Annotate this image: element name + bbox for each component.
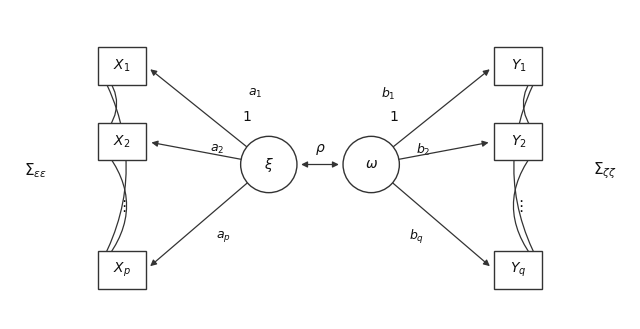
Text: $\Sigma_{\varepsilon\varepsilon}$: $\Sigma_{\varepsilon\varepsilon}$ (24, 162, 47, 180)
Ellipse shape (343, 136, 399, 193)
Text: $Y_{2}$: $Y_{2}$ (511, 133, 526, 150)
Text: $b_{1}$: $b_{1}$ (381, 86, 395, 102)
Text: $a_{p}$: $a_{p}$ (216, 229, 231, 244)
Bar (495, 47, 543, 85)
Text: $Y_{q}$: $Y_{q}$ (510, 261, 527, 279)
Text: $\omega$: $\omega$ (365, 158, 378, 171)
Text: $\vdots$: $\vdots$ (513, 198, 524, 214)
Text: 1: 1 (242, 110, 251, 124)
Bar (97, 123, 145, 161)
Ellipse shape (241, 136, 297, 193)
Bar (97, 251, 145, 289)
Text: 1: 1 (389, 110, 398, 124)
Bar (97, 47, 145, 85)
Text: $\rho$: $\rho$ (315, 142, 325, 157)
Text: $\vdots$: $\vdots$ (116, 198, 127, 214)
Text: $X_{2}$: $X_{2}$ (113, 133, 131, 150)
Bar (495, 123, 543, 161)
Text: $a_{1}$: $a_{1}$ (248, 87, 262, 100)
Text: $a_{2}$: $a_{2}$ (210, 143, 224, 156)
Text: $Y_{1}$: $Y_{1}$ (511, 58, 526, 74)
Text: $\Sigma_{\zeta\zeta}$: $\Sigma_{\zeta\zeta}$ (593, 161, 617, 181)
Text: $b_{2}$: $b_{2}$ (416, 142, 430, 158)
Text: $b_{q}$: $b_{q}$ (409, 228, 424, 246)
Text: $X_{p}$: $X_{p}$ (113, 261, 131, 279)
Bar (495, 251, 543, 289)
Text: $\xi$: $\xi$ (264, 156, 274, 173)
Text: $X_{1}$: $X_{1}$ (113, 58, 131, 74)
